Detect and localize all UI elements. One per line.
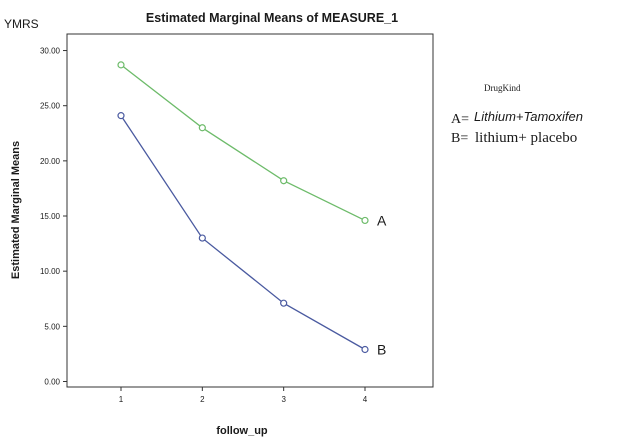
data-point-a xyxy=(280,177,288,185)
x-axis-label: follow_up xyxy=(216,425,268,437)
y-tick-label: 5.00 xyxy=(44,322,60,331)
legend-entry-a-text: Lithium+Tamoxifen xyxy=(474,109,583,124)
y-axis-label: Estimated Marginal Means xyxy=(10,141,22,279)
legend-title: DrugKind xyxy=(484,83,521,93)
y-tick-label: 20.00 xyxy=(40,157,61,166)
legend-entry-a-key: A= xyxy=(451,112,469,127)
y-axis-ticks: 0.00 5.00 10.00 15.00 20.00 25.00 30.00 xyxy=(40,47,67,386)
data-point-a xyxy=(117,61,125,69)
y-tick-label: 30.00 xyxy=(40,47,61,56)
x-axis-ticks: 1 2 3 4 xyxy=(119,387,368,404)
series-end-label-b: B xyxy=(377,341,386,357)
data-point-a xyxy=(361,216,369,225)
y-tick-label: 10.00 xyxy=(40,267,61,276)
corner-label: YMRS xyxy=(4,17,39,31)
data-point-b xyxy=(280,299,288,307)
data-point-b xyxy=(117,112,125,120)
series-end-label-a: A xyxy=(377,212,387,228)
x-tick-label: 1 xyxy=(119,395,124,404)
x-tick-label: 4 xyxy=(363,395,368,404)
legend-entry-b-key: B= xyxy=(451,131,468,146)
y-tick-label: 0.00 xyxy=(44,377,60,386)
x-tick-label: 2 xyxy=(200,395,205,404)
series-line-a xyxy=(120,64,366,221)
chart-title: Estimated Marginal Means of MEASURE_1 xyxy=(146,11,398,25)
y-tick-label: 25.00 xyxy=(40,102,61,111)
data-point-b xyxy=(198,234,206,242)
legend-entry-b-text: lithium+ placebo xyxy=(475,130,577,146)
data-point-a xyxy=(198,124,206,132)
y-tick-label: 15.00 xyxy=(40,212,61,221)
series-line-b xyxy=(120,115,366,351)
data-point-b xyxy=(361,345,369,354)
legend: DrugKind A= Lithium+Tamoxifen B= lithium… xyxy=(451,83,583,146)
plot-frame xyxy=(66,33,434,388)
x-tick-label: 3 xyxy=(281,395,286,404)
series-layer: AB xyxy=(117,61,387,357)
